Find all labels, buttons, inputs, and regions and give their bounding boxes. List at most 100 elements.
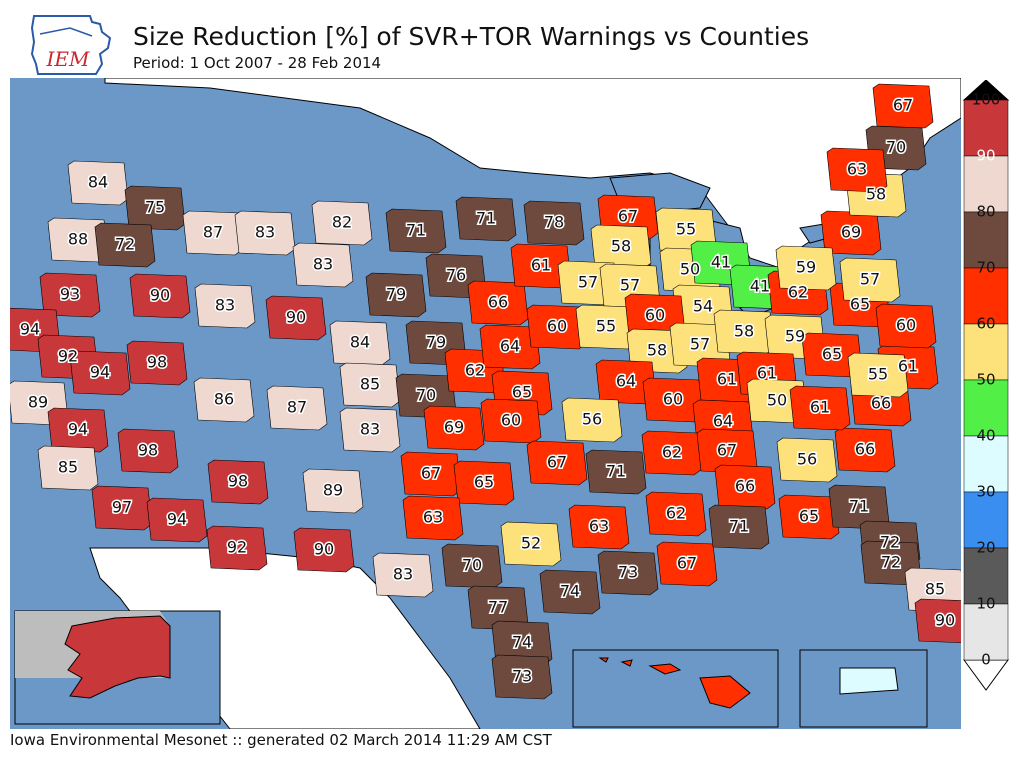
region-value-label: 65 bbox=[474, 473, 494, 492]
region-value-label: 84 bbox=[88, 173, 108, 192]
region-value-label: 90 bbox=[150, 286, 170, 305]
region-value-label: 67 bbox=[421, 464, 441, 483]
colorbar-segment bbox=[963, 99, 1009, 157]
cwa-region bbox=[329, 320, 391, 366]
region-value-label: 85 bbox=[360, 375, 380, 394]
cwa-region bbox=[207, 459, 269, 505]
region-value-label: 93 bbox=[60, 285, 80, 304]
cwa-region bbox=[441, 543, 503, 589]
cwa-region bbox=[302, 468, 364, 514]
colorbar-tick-labels: 0 10 20 30 40 50 60 70 80 90 100 bbox=[972, 91, 1001, 669]
region-value-label: 62 bbox=[666, 504, 686, 523]
region-value-label: 94 bbox=[20, 320, 40, 339]
region-value-label: 61 bbox=[810, 398, 830, 417]
region-value-label: 83 bbox=[313, 255, 333, 274]
region-value-label: 92 bbox=[227, 538, 247, 557]
colorbar-tick-label: 90 bbox=[976, 147, 995, 165]
region-value-label: 83 bbox=[360, 420, 380, 439]
region-value-label: 79 bbox=[426, 333, 446, 352]
region-value-label: 67 bbox=[547, 453, 567, 472]
region-value-label: 94 bbox=[68, 420, 88, 439]
colorbar-segment bbox=[963, 323, 1009, 381]
cwa-region bbox=[568, 504, 630, 550]
cwa-region bbox=[491, 654, 553, 700]
region-value-label: 62 bbox=[465, 361, 485, 380]
region-value-label: 63 bbox=[589, 517, 609, 536]
cwa-region bbox=[523, 200, 585, 246]
cwa-region bbox=[778, 494, 840, 540]
cwa-region bbox=[402, 495, 464, 541]
colorbar-tick-label: 70 bbox=[976, 259, 995, 277]
cwa-region bbox=[455, 196, 517, 242]
map-period: Period: 1 Oct 2007 - 28 Feb 2014 bbox=[133, 54, 382, 72]
colorbar-tick-label: 40 bbox=[976, 427, 995, 445]
cwa-region bbox=[561, 397, 623, 443]
region-value-label: 69 bbox=[841, 223, 861, 242]
cwa-region bbox=[875, 303, 937, 349]
region-value-label: 83 bbox=[393, 565, 413, 584]
region-value-label: 60 bbox=[501, 411, 521, 430]
region-value-label: 79 bbox=[386, 285, 406, 304]
region-value-label: 67 bbox=[893, 96, 913, 115]
cwa-region bbox=[266, 385, 328, 431]
cwa-region bbox=[146, 497, 208, 543]
cwa-region bbox=[265, 295, 327, 341]
cwa-region bbox=[526, 440, 588, 486]
region-value-label: 85 bbox=[58, 458, 78, 477]
iem-logo: IEM bbox=[30, 15, 112, 75]
cwa-region bbox=[708, 504, 770, 550]
region-value-label: 97 bbox=[112, 498, 132, 517]
region-value-label: 84 bbox=[350, 333, 370, 352]
region-value-label: 50 bbox=[680, 260, 700, 279]
region-value-label: 65 bbox=[850, 295, 870, 314]
cwa-region bbox=[480, 398, 542, 444]
region-value-label: 61 bbox=[757, 364, 777, 383]
region-value-label: 98 bbox=[147, 353, 167, 372]
region-value-label: 88 bbox=[68, 230, 88, 249]
cwa-region bbox=[656, 541, 718, 587]
region-value-label: 70 bbox=[462, 556, 482, 575]
hawaii-inset bbox=[572, 649, 779, 728]
region-value-label: 61 bbox=[898, 357, 918, 376]
region-value-label: 56 bbox=[797, 450, 817, 469]
region-value-label: 74 bbox=[512, 633, 532, 652]
region-value-label: 73 bbox=[512, 667, 532, 686]
colorbar-tick-label: 20 bbox=[976, 539, 995, 557]
region-value-label: 76 bbox=[446, 266, 466, 285]
region-value-label: 58 bbox=[611, 237, 631, 256]
cwa-region bbox=[206, 525, 268, 571]
region-value-label: 67 bbox=[717, 441, 737, 460]
cwa-region bbox=[826, 147, 888, 193]
region-value-label: 90 bbox=[286, 308, 306, 327]
colorbar-tick-label: 100 bbox=[972, 91, 1001, 109]
warning-reduction-map: 84 75 88 72 87 83 82 83 93 90 83 90 84 94 92 98 94 89 86 87… bbox=[10, 78, 961, 729]
cwa-region bbox=[847, 352, 909, 398]
header: IEM Size Reduction [%] of SVR+TOR Warnin… bbox=[0, 0, 1024, 78]
region-value-label: 67 bbox=[618, 207, 638, 226]
cwa-region bbox=[194, 283, 256, 329]
cwa-region bbox=[775, 245, 837, 291]
county-warning-areas bbox=[10, 83, 961, 713]
region-value-label: 55 bbox=[676, 220, 696, 239]
region-value-label: 70 bbox=[416, 386, 436, 405]
region-value-label: 98 bbox=[228, 472, 248, 491]
colorbar-segment bbox=[963, 603, 1009, 661]
region-value-label: 90 bbox=[314, 540, 334, 559]
cwa-region bbox=[293, 527, 355, 573]
region-value-label: 71 bbox=[406, 221, 426, 240]
region-value-label: 71 bbox=[729, 517, 749, 536]
colorbar-legend: 0 10 20 30 40 50 60 70 80 90 100 bbox=[962, 80, 1010, 691]
cwa-region bbox=[479, 324, 541, 370]
region-value-label: 57 bbox=[860, 270, 880, 289]
region-value-label: 52 bbox=[521, 534, 541, 553]
colorbar-tick-label: 10 bbox=[976, 595, 995, 613]
region-value-label: 71 bbox=[476, 209, 496, 228]
cwa-region bbox=[193, 377, 255, 423]
cwa-region bbox=[385, 208, 447, 254]
region-value-label: 64 bbox=[713, 412, 733, 431]
cwa-region bbox=[372, 552, 434, 598]
colorbar-tick-label: 30 bbox=[976, 483, 995, 501]
region-value-label: 56 bbox=[582, 410, 602, 429]
colorbar-segments bbox=[962, 80, 1010, 691]
cwa-region bbox=[94, 222, 156, 268]
